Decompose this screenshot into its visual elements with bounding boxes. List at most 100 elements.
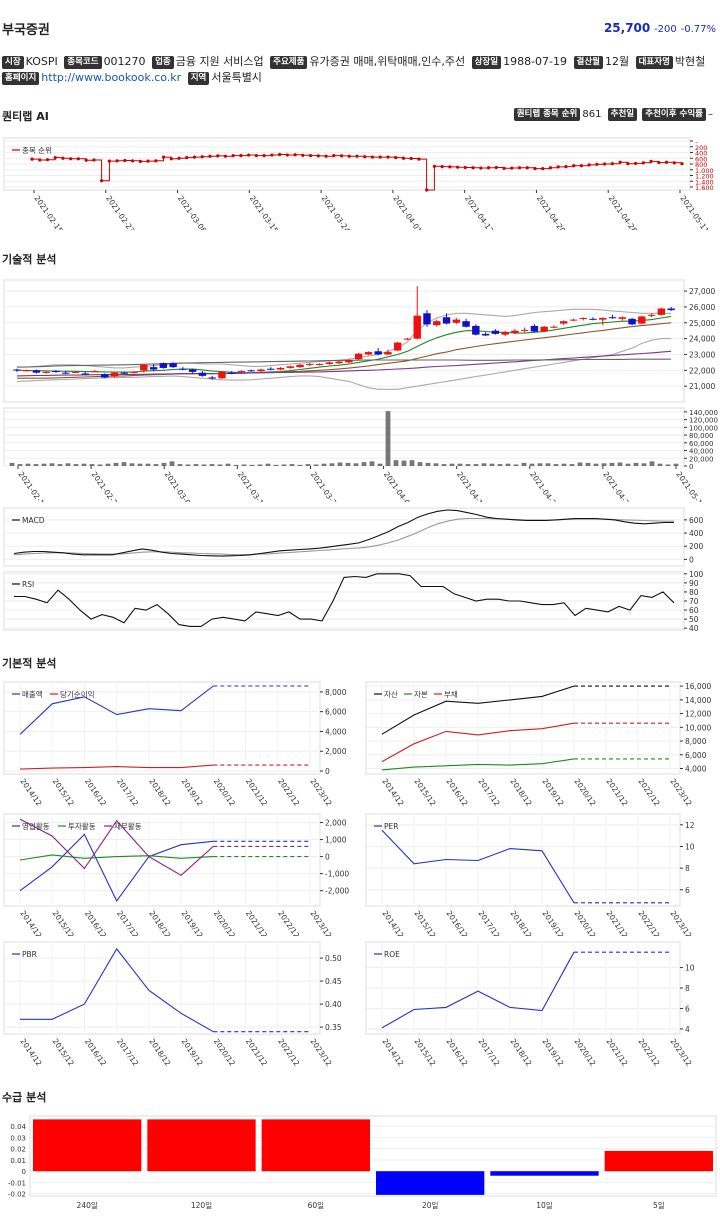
x-tick-label: 2014/12 [18,909,43,936]
x-tick-label: 2022/12 [276,909,301,936]
legend-item: 부채 [444,689,458,699]
homepage-tag: 홈페이지 [2,72,40,85]
rank-point [448,165,452,169]
x-tick-label: 2019/12 [179,909,204,936]
macd-line [13,509,674,557]
volume-bar [81,463,87,466]
candle-body [452,319,461,323]
price-change-pct: -0.77% [680,24,716,35]
rank-point [285,153,289,157]
volume-bar [617,462,623,466]
y-tick-label: 140,000 [689,409,718,417]
rank-point [123,158,127,163]
x-tick-label: 2014/12 [380,777,405,806]
x-tick-label: 2018/12 [147,1037,172,1068]
x-tick-label: 2016/12 [83,1037,108,1068]
x-tick-label: 2018/12 [147,777,172,806]
x-tick-label: 2021-04-20 [535,194,568,230]
volume-bar [561,463,567,466]
homepage-link[interactable]: http://www.bookook.co.kr [41,71,182,84]
volume-bar [9,462,15,466]
rank-point [494,165,498,170]
return-value: – [708,109,713,120]
x-tick-label: 2016/12 [444,909,469,936]
x-tick-label: 2021-05-11 [678,194,711,230]
bollinger-upper [16,308,672,369]
candle-body [433,321,441,326]
legend-item: MACD [22,516,45,525]
fiscal-month-tag: 결산월 [573,56,603,69]
y-tick-label: 16,000 [685,682,711,691]
candle-body [638,316,646,324]
candle-body [579,318,587,320]
x-tick-label: 2021-03-15 [248,194,281,230]
legend-item: PBR [22,950,37,959]
rank-point [595,162,599,166]
candle-body [520,329,529,331]
candle-body [442,317,451,324]
y-tick-label: 400 [689,529,704,538]
market-value: KOSPI [25,55,58,68]
volume-bar [329,463,335,466]
price-chart: 27,000 26,000 25,000 24,000 23,000 22,000 21,0… [3,279,715,403]
y-tick-label: 0 [689,463,693,471]
x-tick-label: 2022/12 [636,777,661,806]
candle-body [354,353,363,360]
x-tick-label: 2021/12 [244,777,269,806]
volume-bar [137,463,143,466]
x-tick-label: 2021-02-15 [16,470,49,502]
volume-bar [113,462,119,466]
y-tick-label: 6 [685,1004,690,1013]
rank-point [370,155,375,159]
rank-point [579,164,584,168]
rank-point [92,158,96,162]
rank-point [572,164,576,168]
volume-bar [49,463,55,466]
volume-bar [353,463,359,466]
y-tick-label: 0.04 [10,1123,26,1131]
section-title-quant: 퀀티랩 AI [2,110,49,123]
x-tick-label: 2023/12 [668,777,693,806]
candle-body [42,371,50,373]
y-tick-label: 10 [685,964,695,973]
candle-body [140,364,148,371]
volume-bar [73,464,79,466]
x-tick-label: 2020/12 [212,909,237,936]
products-tag: 주요제품 [270,56,308,69]
rank-point [115,159,119,163]
y-tick-label: – [695,138,698,146]
volume-bar [505,463,511,466]
rank-point [138,159,142,163]
plot-frame [3,681,321,775]
rank-point [517,166,522,170]
stock-name: 부국증권 [2,23,50,38]
volume-bar [169,461,175,466]
candle-body [247,370,255,372]
candle-body [110,372,119,377]
candle-body [599,318,607,320]
x-tick-label: 2015/12 [51,777,76,806]
rank-point [247,153,251,157]
volume-bar [57,464,63,466]
series-line [381,758,575,771]
y-tick-label: 0.35 [325,1023,342,1032]
x-tick-label: 2021/12 [604,909,629,936]
volume-bar [481,463,487,466]
candle-body [335,361,343,364]
y-tick-label: 10,000 [685,723,711,732]
x-tick-label: 2022/12 [276,1037,301,1068]
rank-point [394,156,398,160]
x-tick-label: 2017/12 [476,777,501,806]
candle-body [149,367,158,370]
x-category-label: 20일 [422,1201,439,1210]
region-value: 서울특별시 [211,71,262,84]
candle-body [550,326,558,328]
y-tick-label: 0.40 [325,1000,342,1009]
volume-bar [665,464,671,466]
candle-body [13,369,21,371]
series-line [381,951,575,1029]
y-tick-label: 0.50 [325,954,342,963]
volume-bar [393,460,399,466]
x-tick-label: 2021-04-20 [528,470,561,502]
rank-point [45,158,50,162]
